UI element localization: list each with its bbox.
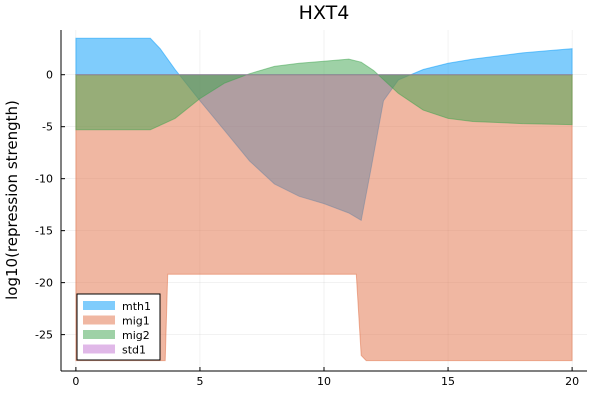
x-tick-label: 20 bbox=[565, 375, 579, 388]
y-tick-label: -15 bbox=[35, 225, 53, 238]
x-tick-label: 10 bbox=[317, 375, 331, 388]
y-tick-label: -20 bbox=[35, 277, 53, 290]
x-tick-label: 0 bbox=[72, 375, 79, 388]
y-axis-title: log10(repression strength) bbox=[3, 100, 21, 300]
y-tick-label: -5 bbox=[42, 121, 53, 134]
legend-swatch-std1 bbox=[83, 344, 115, 354]
legend-label-mth1: mth1 bbox=[122, 300, 151, 313]
legend-label-std1: std1 bbox=[122, 344, 146, 357]
tick-labels: 0 5 10 15 20 0 -5 -10 -15 -20 -25 bbox=[35, 69, 579, 388]
legend-swatch-mig2 bbox=[83, 330, 115, 339]
x-tick-label: 5 bbox=[196, 375, 203, 388]
series-area-mig1 bbox=[75, 74, 573, 362]
legend-swatch-mig1 bbox=[83, 315, 115, 325]
y-tick-label: -25 bbox=[35, 329, 53, 342]
chart-title: HXT4 bbox=[299, 2, 350, 24]
legend-label-mig2: mig2 bbox=[122, 329, 150, 342]
y-tick-label: 0 bbox=[46, 69, 53, 82]
x-tick-label: 15 bbox=[441, 375, 455, 388]
legend-swatch-mth1 bbox=[83, 301, 115, 310]
series-areas bbox=[75, 37, 573, 362]
y-tick-label: -10 bbox=[35, 173, 53, 186]
legend-label-mig1: mig1 bbox=[122, 315, 150, 328]
series-area-mig2 bbox=[75, 58, 573, 131]
